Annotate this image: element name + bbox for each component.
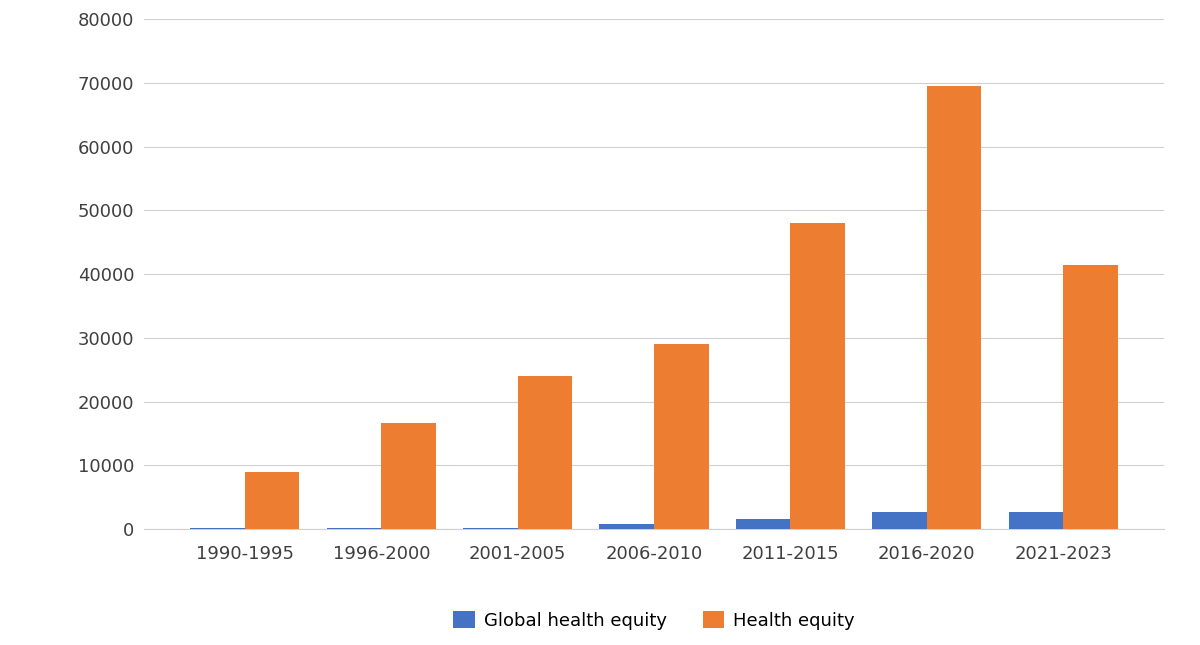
Legend: Global health equity, Health equity: Global health equity, Health equity — [445, 604, 863, 637]
Bar — [926, 86, 982, 529]
Bar — [382, 422, 436, 529]
Bar — [463, 528, 517, 529]
Bar — [791, 223, 845, 529]
Bar — [191, 528, 245, 529]
Bar — [1008, 511, 1063, 529]
Bar — [872, 511, 926, 529]
Bar — [600, 524, 654, 529]
Bar — [654, 344, 708, 529]
Bar — [1063, 264, 1117, 529]
Bar — [326, 528, 382, 529]
Bar — [517, 376, 572, 529]
Bar — [245, 471, 300, 529]
Bar — [736, 519, 791, 529]
